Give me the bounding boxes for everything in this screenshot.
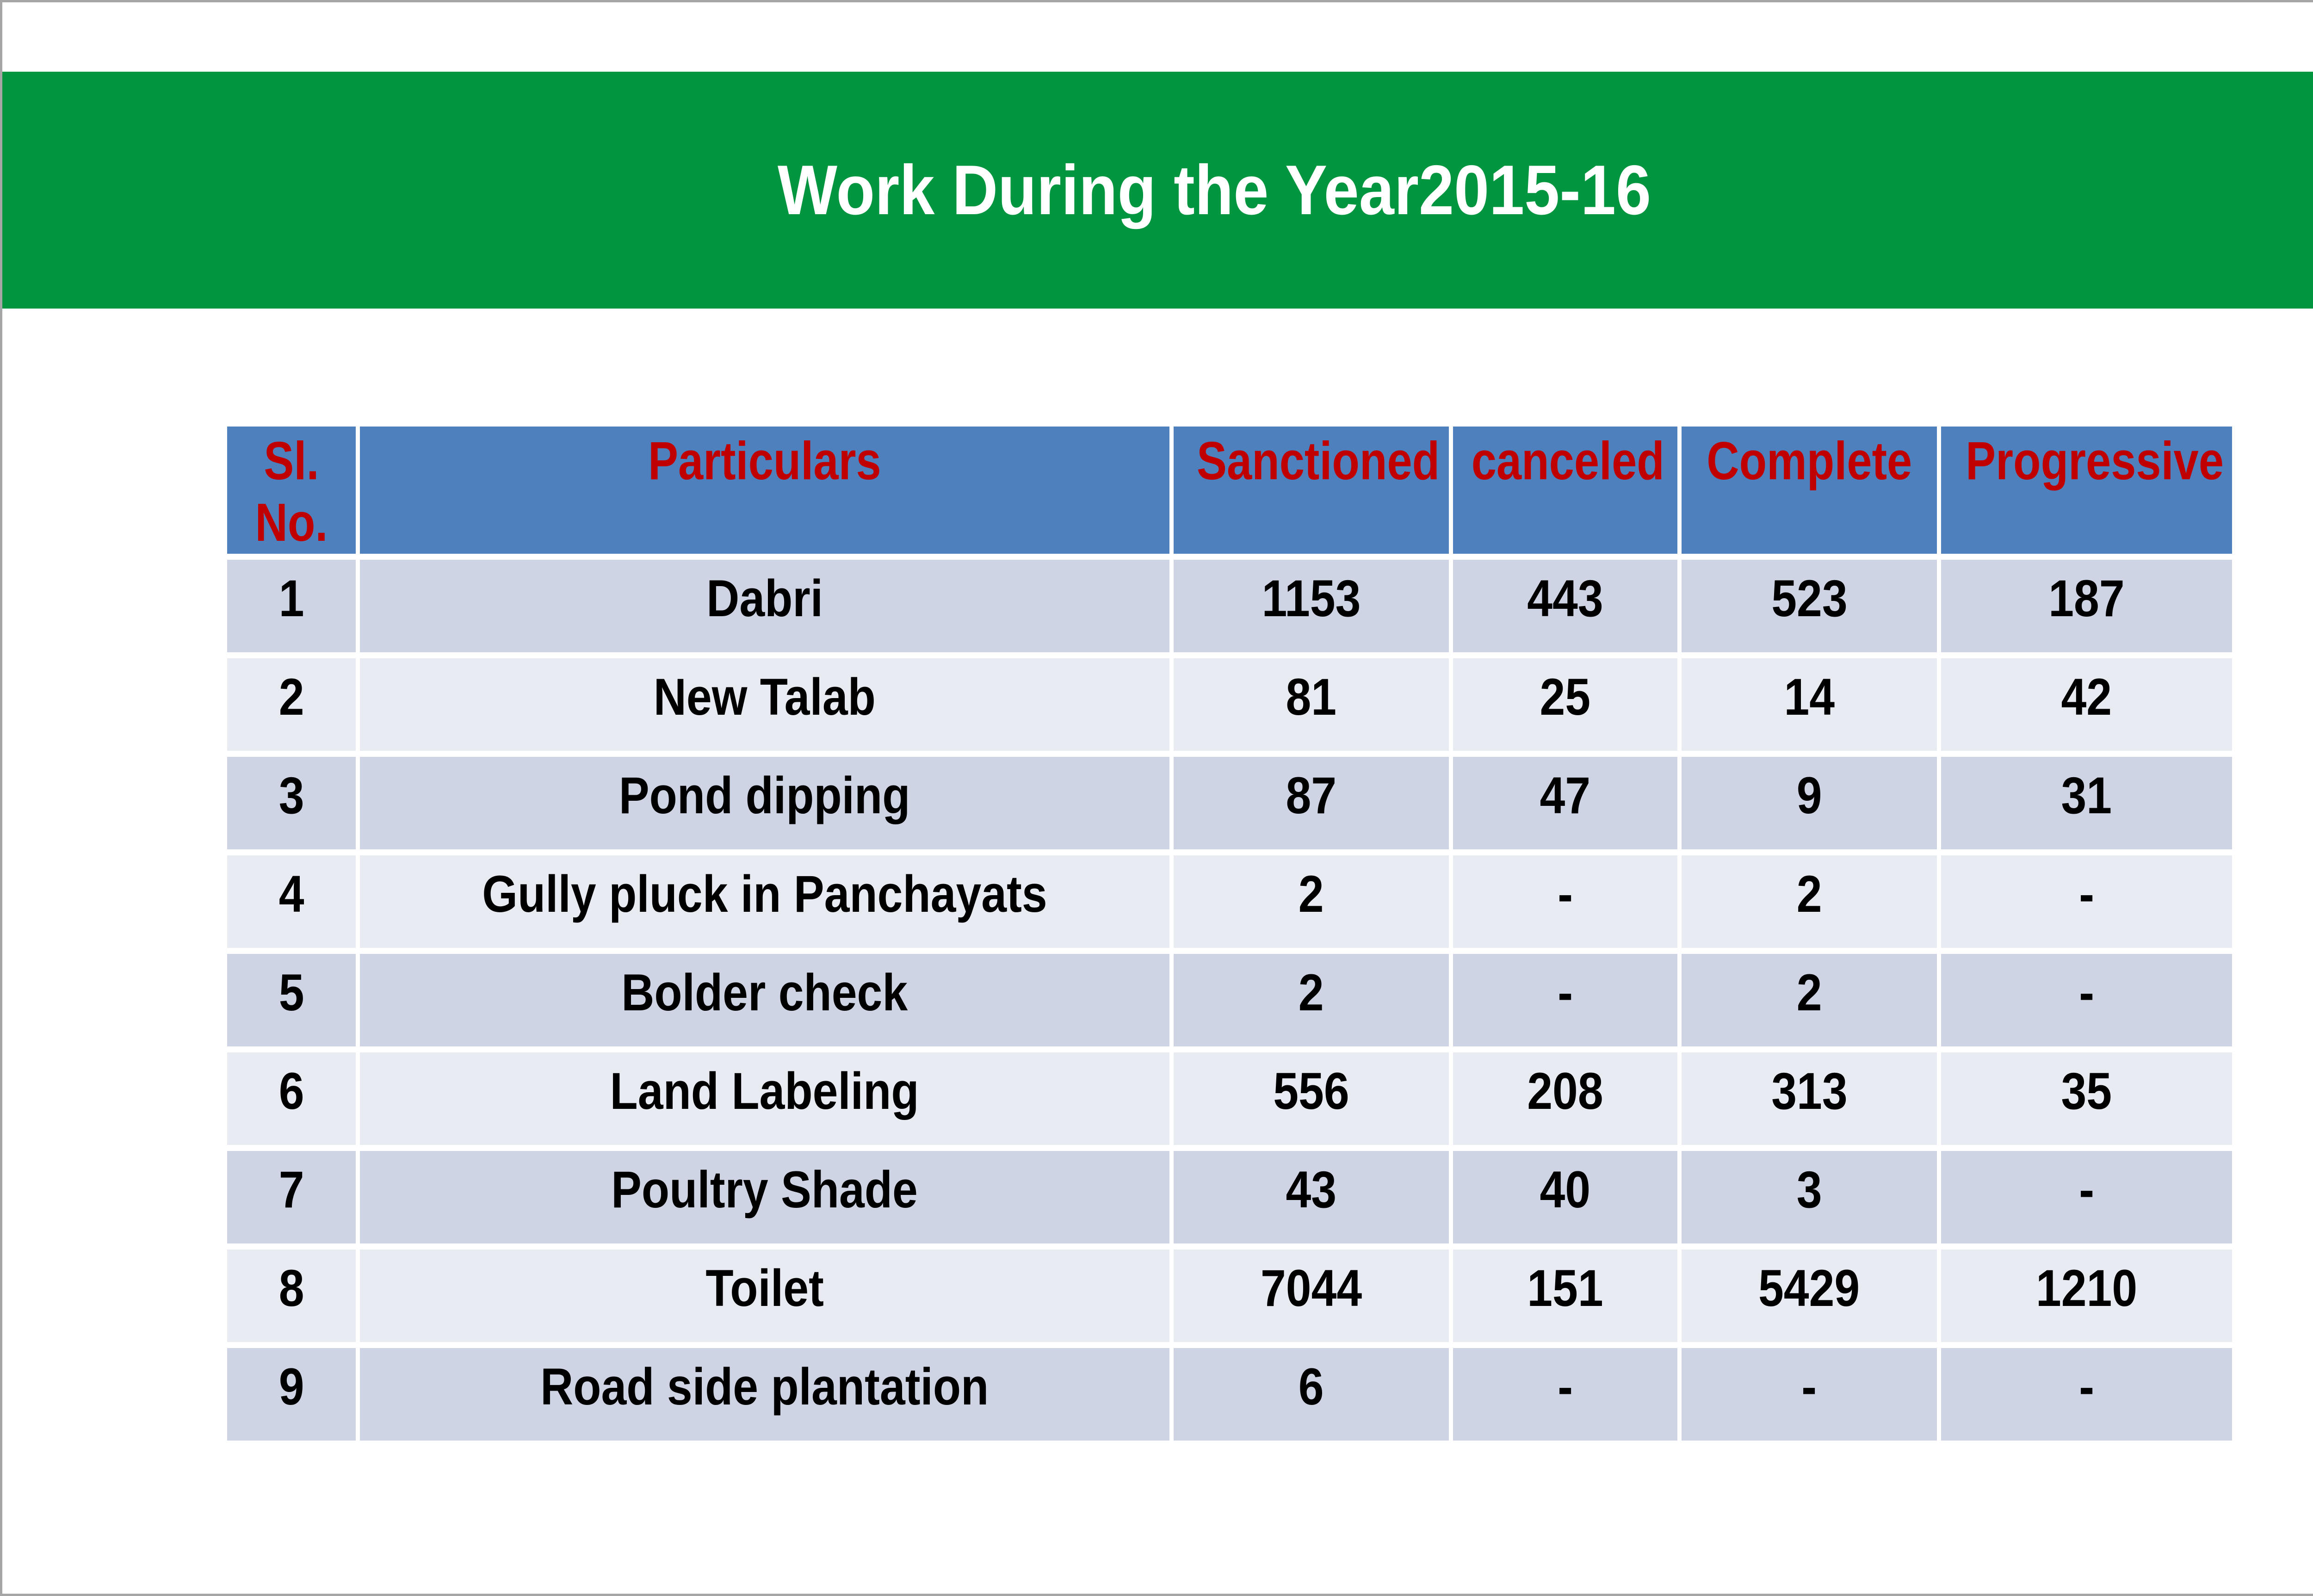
cell-sl-no: 4 — [227, 855, 356, 948]
cell-particulars: Pond dipping — [360, 756, 1169, 849]
cell-progressive: 42 — [1941, 658, 2232, 751]
works-table: Sl. No. Particulars Sanctioned canceled … — [223, 421, 2236, 1447]
cell-canceled: 25 — [1453, 658, 1677, 751]
cell-sanctioned: 2 — [1174, 953, 1449, 1046]
cell-sanctioned: 6 — [1174, 1348, 1449, 1441]
table-row: 7 Poultry Shade 43 40 3 - — [227, 1151, 2232, 1243]
column-header-sl-no-line1: Sl. — [264, 431, 319, 491]
cell-complete: 523 — [1682, 559, 1937, 652]
cell-particulars: Road side plantation — [360, 1348, 1169, 1441]
table-row: 1 Dabri 1153 443 523 187 — [227, 559, 2232, 652]
cell-canceled: 47 — [1453, 756, 1677, 849]
cell-progressive: - — [1941, 1151, 2232, 1243]
cell-progressive: - — [1941, 953, 2232, 1046]
table-row: 9 Road side plantation 6 - - - — [227, 1348, 2232, 1441]
cell-complete: 2 — [1682, 855, 1937, 948]
column-header-particulars: Particulars — [360, 427, 1169, 554]
cell-canceled: 208 — [1453, 1052, 1677, 1145]
cell-progressive: - — [1941, 1348, 2232, 1441]
cell-particulars: Bolder check — [360, 953, 1169, 1046]
cell-canceled: 151 — [1453, 1249, 1677, 1342]
cell-complete: 9 — [1682, 756, 1937, 849]
cell-complete: 14 — [1682, 658, 1937, 751]
cell-sl-no: 9 — [227, 1348, 356, 1441]
cell-sanctioned: 81 — [1174, 658, 1449, 751]
title-banner: Work During the Year2015-16 — [2, 72, 2313, 309]
cell-sl-no: 2 — [227, 658, 356, 751]
table-row: 2 New Talab 81 25 14 42 — [227, 658, 2232, 751]
column-header-canceled: canceled — [1453, 427, 1677, 554]
cell-particulars: Land Labeling — [360, 1052, 1169, 1145]
cell-sl-no: 1 — [227, 559, 356, 652]
cell-sl-no: 5 — [227, 953, 356, 1046]
column-header-sanctioned: Sanctioned — [1174, 427, 1449, 554]
cell-sl-no: 8 — [227, 1249, 356, 1342]
cell-particulars: New Talab — [360, 658, 1169, 751]
cell-sanctioned: 43 — [1174, 1151, 1449, 1243]
cell-progressive: - — [1941, 855, 2232, 948]
cell-sl-no: 3 — [227, 756, 356, 849]
cell-canceled: - — [1453, 1348, 1677, 1441]
column-header-complete: Complete — [1682, 427, 1937, 554]
table-header-row: Sl. No. Particulars Sanctioned canceled … — [227, 427, 2232, 554]
cell-particulars: Toilet — [360, 1249, 1169, 1342]
cell-sanctioned: 87 — [1174, 756, 1449, 849]
cell-progressive: 31 — [1941, 756, 2232, 849]
cell-complete: 2 — [1682, 953, 1937, 1046]
cell-particulars: Gully pluck in Panchayats — [360, 855, 1169, 948]
cell-canceled: - — [1453, 953, 1677, 1046]
works-table-container: Sl. No. Particulars Sanctioned canceled … — [223, 421, 2236, 1447]
table-row: 3 Pond dipping 87 47 9 31 — [227, 756, 2232, 849]
cell-sl-no: 6 — [227, 1052, 356, 1145]
table-row: 5 Bolder check 2 - 2 - — [227, 953, 2232, 1046]
cell-sanctioned: 7044 — [1174, 1249, 1449, 1342]
cell-progressive: 35 — [1941, 1052, 2232, 1145]
cell-complete: 5429 — [1682, 1249, 1937, 1342]
column-header-sl-no-line2: No. — [255, 492, 328, 553]
cell-sl-no: 7 — [227, 1151, 356, 1243]
column-header-sl-no: Sl. No. — [227, 427, 356, 554]
cell-particulars: Poultry Shade — [360, 1151, 1169, 1243]
cell-canceled: 40 — [1453, 1151, 1677, 1243]
table-row: 4 Gully pluck in Panchayats 2 - 2 - — [227, 855, 2232, 948]
cell-complete: 3 — [1682, 1151, 1937, 1243]
cell-complete: 313 — [1682, 1052, 1937, 1145]
page-title: Work During the Year2015-16 — [777, 150, 1651, 229]
column-header-progressive: Progressive — [1941, 427, 2232, 554]
cell-progressive: 187 — [1941, 559, 2232, 652]
cell-sanctioned: 2 — [1174, 855, 1449, 948]
cell-progressive: 1210 — [1941, 1249, 2232, 1342]
cell-particulars: Dabri — [360, 559, 1169, 652]
table-row: 6 Land Labeling 556 208 313 35 — [227, 1052, 2232, 1145]
cell-sanctioned: 1153 — [1174, 559, 1449, 652]
table-row: 8 Toilet 7044 151 5429 1210 — [227, 1249, 2232, 1342]
cell-sanctioned: 556 — [1174, 1052, 1449, 1145]
cell-complete: - — [1682, 1348, 1937, 1441]
cell-canceled: - — [1453, 855, 1677, 948]
cell-canceled: 443 — [1453, 559, 1677, 652]
